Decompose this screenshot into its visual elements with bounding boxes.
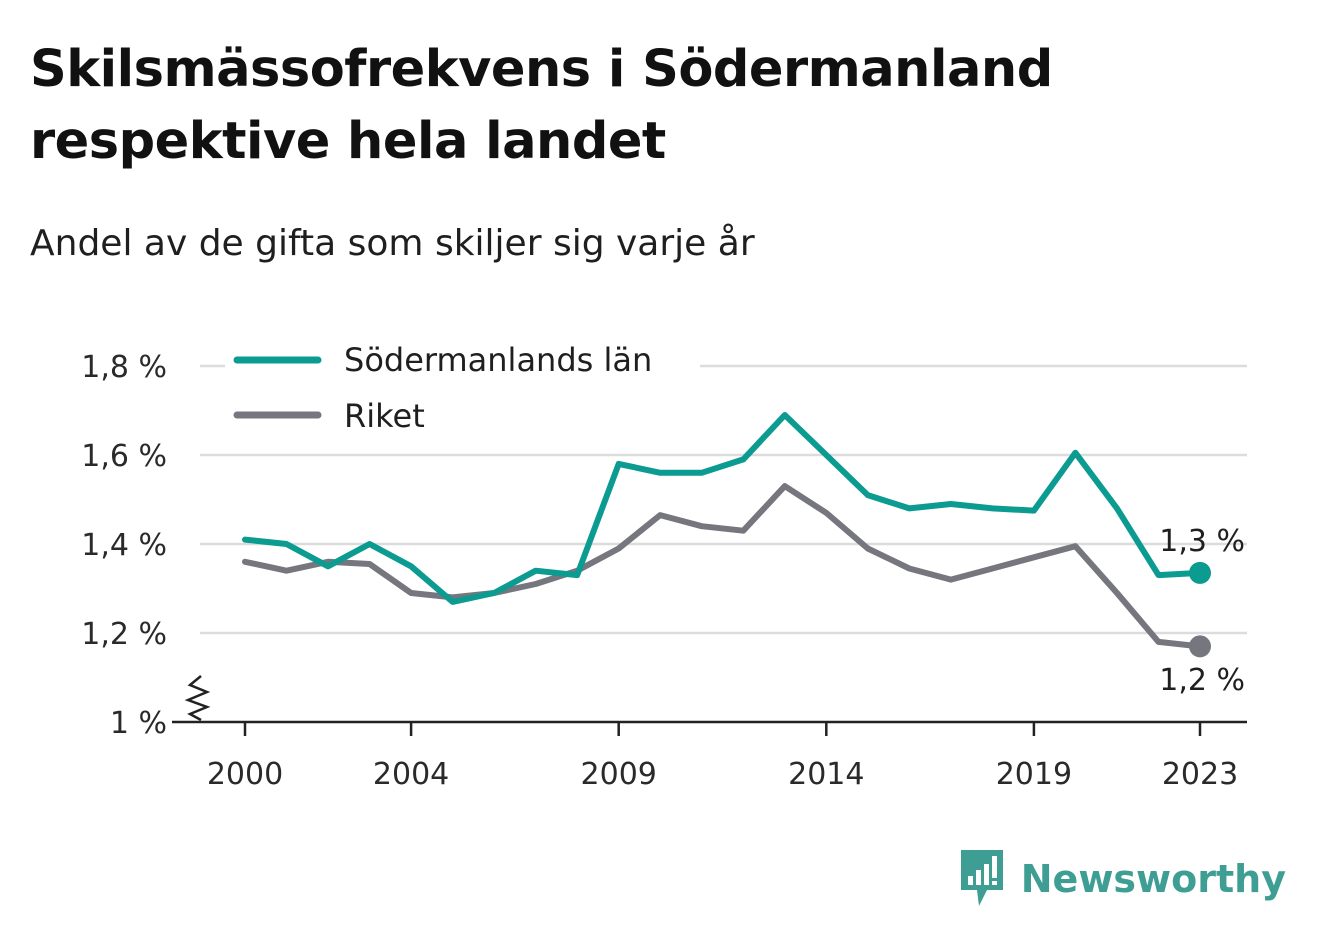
- newsworthy-logo-icon: [960, 850, 1003, 906]
- x-tick-label: 2014: [788, 757, 864, 792]
- end-point-riket: [1189, 635, 1211, 658]
- y-tick-label: 1,4 %: [81, 528, 167, 563]
- end-label-riket: 1,2 %: [1159, 663, 1245, 698]
- legend-label-sodermanland: Södermanlands län: [344, 341, 652, 379]
- series-line-sodermanlands-lan: [242, 412, 1203, 605]
- y-tick-label: 1,8 %: [81, 350, 167, 385]
- chart-subtitle: Andel av de gifta som skiljer sig varje …: [30, 223, 755, 264]
- brand-name: Newsworthy: [1020, 857, 1286, 901]
- x-tick-label: 2009: [581, 757, 657, 792]
- x-axis: 2000 2004 2009 2014 2019 2023: [172, 675, 1247, 792]
- end-point-sodermanlands-lan: [1189, 561, 1211, 584]
- y-axis-ticks: 1 % 1,2 % 1,4 % 1,6 % 1,8 %: [81, 350, 167, 741]
- end-markers: [1189, 561, 1211, 658]
- legend-label-riket: Riket: [344, 397, 425, 435]
- end-label-sodermanland: 1,3 %: [1159, 524, 1245, 559]
- legend: Södermanlands län Riket: [225, 336, 700, 446]
- x-tick-label: 2004: [373, 757, 449, 792]
- brand: Newsworthy: [957, 848, 1286, 910]
- axis-break-icon: [184, 675, 211, 722]
- y-tick-label: 1,6 %: [81, 439, 167, 474]
- x-tick-label: 2019: [996, 757, 1072, 792]
- legend-background: [225, 336, 700, 446]
- y-tick-label: 1 %: [110, 706, 167, 741]
- series-lines: [242, 412, 1203, 650]
- chart-title: Skilsmässofrekvens i Södermanland respek…: [30, 40, 1053, 171]
- x-tick-label: 2023: [1162, 757, 1238, 792]
- x-tick-label: 2000: [207, 757, 283, 792]
- y-tick-label: 1,2 %: [81, 617, 167, 652]
- series-line-riket: [242, 483, 1203, 650]
